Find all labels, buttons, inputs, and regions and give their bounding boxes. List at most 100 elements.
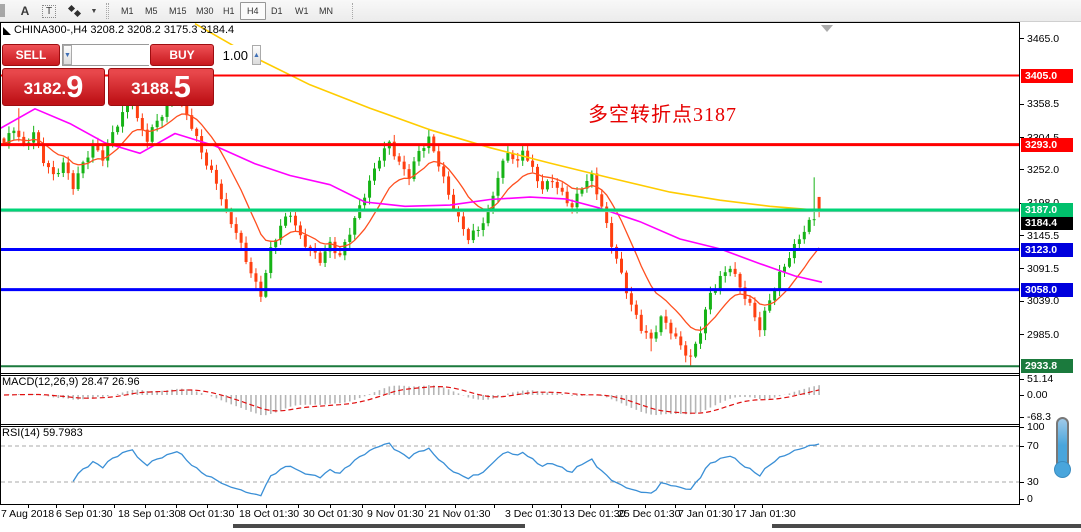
price-scale-tick — [1020, 300, 1024, 302]
symbol-marker-icon — [3, 27, 11, 35]
sell-price-main: 3182 — [23, 79, 62, 98]
price-tag-3293.0: 3293.0 — [1021, 137, 1073, 152]
caret-down-icon: ▼ — [64, 51, 71, 59]
thermometer-bulb — [1054, 461, 1071, 478]
price-scale[interactable]: 3465.03358.53304.53252.03198.03145.53091… — [1020, 22, 1081, 505]
time-axis-tick — [645, 505, 646, 508]
time-axis-tick — [424, 505, 426, 508]
volume-decrease-button[interactable]: ▼ — [63, 45, 72, 65]
text-tool-icon[interactable]: T — [40, 2, 58, 20]
chart-shift-marker-icon — [821, 25, 833, 32]
time-axis-label: 17 Jan 01:30 — [735, 508, 796, 520]
cursor-tool-icon[interactable] — [64, 2, 86, 20]
buy-price-big-digit: 5 — [173, 69, 191, 104]
chart-left-border — [0, 22, 1, 505]
rsi-scale-tick — [1020, 482, 1024, 483]
price-scale-label: 3145.5 — [1027, 229, 1060, 242]
toolbar: A T ▼ M1 M5 M15 M30 H1 H4 D1 W1 MN — [0, 0, 1081, 22]
time-axis-tick — [83, 505, 84, 508]
toolbar-separator — [106, 3, 107, 19]
time-axis-tick — [362, 505, 363, 508]
price-scale-tick — [1020, 137, 1024, 139]
buy-price-panel[interactable]: 3188. 5 — [108, 68, 214, 106]
macd-scale-tick — [1020, 379, 1024, 380]
price-scale-label: 3465.0 — [1027, 32, 1060, 45]
timeframe-button-M15[interactable]: M15 — [169, 6, 187, 16]
time-axis-tick — [705, 505, 706, 508]
time-axis-label: 6 Sep 01:30 — [56, 508, 113, 520]
volume-control: ▼ ▲ — [62, 44, 261, 66]
time-axis-label: 8 Oct 01:30 — [180, 508, 235, 520]
dropdown-caret-icon[interactable]: ▼ — [90, 7, 98, 15]
sell-price-panel[interactable]: 3182. 9 — [2, 68, 105, 106]
macd-panel-svg[interactable] — [0, 376, 1020, 423]
volume-increase-button[interactable]: ▲ — [251, 45, 261, 65]
time-axis-tick — [455, 505, 456, 508]
timeframe-button-M1[interactable]: M1 — [121, 6, 134, 16]
price-scale-label: 3358.5 — [1027, 98, 1060, 111]
time-axis[interactable]: 7 Aug 2018 6 Sep 01:30 18 Sep 01:30 8 Oct 0… — [0, 505, 1081, 521]
time-axis-label: 25 Dec 01:30 — [618, 508, 681, 520]
timeframe-button-D1[interactable]: D1 — [271, 6, 283, 16]
price-scale-tick — [1020, 334, 1024, 336]
time-axis-label: 18 Oct 01:30 — [239, 508, 300, 520]
time-axis-tick — [28, 505, 29, 508]
price-tag-3405.0: 3405.0 — [1021, 68, 1073, 83]
rsi-scale-label: 0 — [1027, 493, 1033, 505]
ma-yellow-line — [194, 23, 823, 212]
time-axis-tick — [675, 505, 676, 508]
buy-button[interactable]: BUY — [150, 44, 214, 66]
time-axis-tick — [114, 505, 115, 508]
timeframe-button-W1[interactable]: W1 — [295, 6, 309, 16]
caret-up-icon: ▲ — [252, 51, 260, 59]
timeframe-button-M5[interactable]: M5 — [145, 6, 158, 16]
time-axis-tick — [733, 505, 735, 508]
sell-price-big-digit: 9 — [66, 69, 84, 104]
price-scale-tick — [1020, 268, 1024, 270]
rsi-separator — [0, 426, 1081, 427]
timeframe-button-H1[interactable]: H1 — [223, 6, 235, 16]
macd-separator — [0, 373, 1081, 374]
time-axis-label: 18 Sep 01:30 — [118, 508, 181, 520]
macd-histogram — [8, 385, 820, 416]
timeframe-button-H4[interactable]: H4 — [240, 2, 266, 20]
time-axis-label: 7 Jan 01:30 — [678, 508, 733, 520]
time-axis-label: 30 Oct 01:30 — [303, 508, 364, 520]
time-axis-tick — [532, 505, 533, 508]
timeframe-button-M30[interactable]: M30 — [196, 6, 214, 16]
price-scale-label: 3039.0 — [1027, 295, 1060, 308]
scale-divider — [1019, 22, 1020, 505]
price-scale-tick — [1020, 169, 1024, 171]
time-axis-tick — [561, 505, 562, 508]
annotation-text[interactable]: 多空转折点3187 — [588, 104, 737, 126]
time-axis-tick — [266, 505, 267, 508]
time-axis-label: 13 Dec 01:30 — [563, 508, 626, 520]
chart-top-border — [0, 22, 1081, 23]
window-bottom-edge — [233, 524, 525, 528]
text-tool-glyph: T — [41, 4, 57, 18]
time-axis-label: 9 Nov 01:30 — [367, 508, 424, 520]
macd-scale-label: 0.00 — [1027, 389, 1048, 401]
macd-signal-line — [3, 385, 820, 414]
toolbar-separator — [108, 3, 109, 19]
price-scale-tick — [1020, 38, 1024, 39]
price-chart-svg[interactable] — [0, 22, 1020, 373]
time-axis-tick — [762, 505, 763, 508]
rsi-panel-svg[interactable] — [0, 427, 1020, 504]
macd-label: MACD(12,26,9) 28.47 26.96 — [2, 376, 140, 388]
time-axis-tick — [236, 505, 238, 508]
macd-scale-label: 51.14 — [1027, 373, 1054, 385]
price-tag-3187.0: 3187.0 — [1021, 203, 1073, 218]
font-tool-icon[interactable]: A — [20, 4, 30, 18]
thermometer-icon — [1053, 417, 1073, 483]
candles-group — [2, 83, 821, 367]
buy-price-dot: . — [168, 79, 174, 98]
timeframe-button-MN[interactable]: MN — [319, 6, 333, 16]
time-axis-tick — [330, 505, 331, 508]
time-axis-tick — [394, 505, 395, 508]
rsi-scale-label: 100 — [1027, 421, 1045, 433]
sell-button[interactable]: SELL — [2, 44, 60, 66]
price-tag-3058.0: 3058.0 — [1021, 282, 1073, 297]
time-axis-label: 21 Nov 01:30 — [428, 508, 491, 520]
